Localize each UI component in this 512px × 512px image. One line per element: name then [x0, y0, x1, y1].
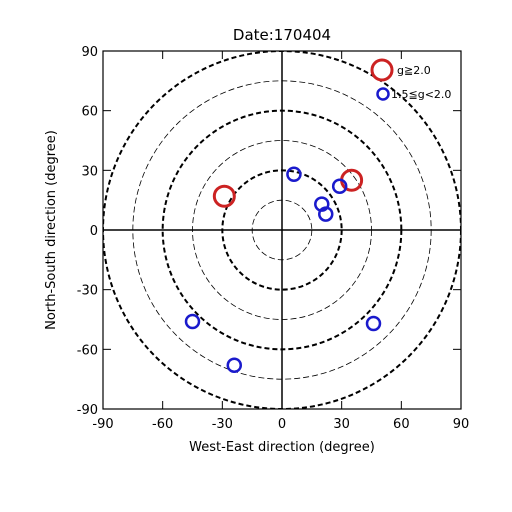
legend-label: 1.5≦g<2.0 [391, 88, 451, 101]
axis-ticks: -90 -60 -30 0 30 60 90 -90 -60 -30 0 30 60 90 [77, 45, 470, 432]
x-tick-label: -60 [152, 417, 173, 432]
y-tick-label: 60 [81, 105, 98, 120]
data-points [184, 166, 382, 373]
x-tick-label: 60 [393, 417, 410, 432]
crosshair [103, 51, 461, 409]
data-point-small [286, 166, 302, 183]
y-axis-label: North-South direction (degree) [44, 130, 59, 330]
y-tick-label: -60 [77, 343, 98, 358]
data-point-small [331, 178, 348, 194]
legend-label: g≧2.0 [397, 64, 431, 77]
legend: g≧2.0 1.5≦g<2.0 [370, 58, 451, 101]
x-tick-label: 30 [333, 417, 350, 432]
legend-marker [376, 87, 390, 101]
y-tick-label: -90 [77, 403, 98, 418]
x-tick-label: 0 [278, 417, 286, 432]
y-tick-label: 0 [90, 224, 98, 239]
x-tick-label: -30 [212, 417, 233, 432]
data-point-large [212, 184, 236, 208]
x-tick-label: -90 [92, 417, 113, 432]
data-point-small [226, 357, 243, 373]
data-point-small [365, 315, 382, 332]
chart-title: Date:170404 [233, 26, 331, 44]
y-tick-label: -30 [77, 284, 98, 299]
legend-marker [370, 58, 394, 82]
data-point-small [184, 313, 201, 330]
y-tick-label: 90 [81, 45, 98, 60]
x-tick-label: 90 [453, 417, 470, 432]
y-tick-label: 30 [81, 164, 98, 179]
x-axis-label: West-East direction (degree) [189, 440, 375, 455]
data-point-small [318, 206, 334, 222]
